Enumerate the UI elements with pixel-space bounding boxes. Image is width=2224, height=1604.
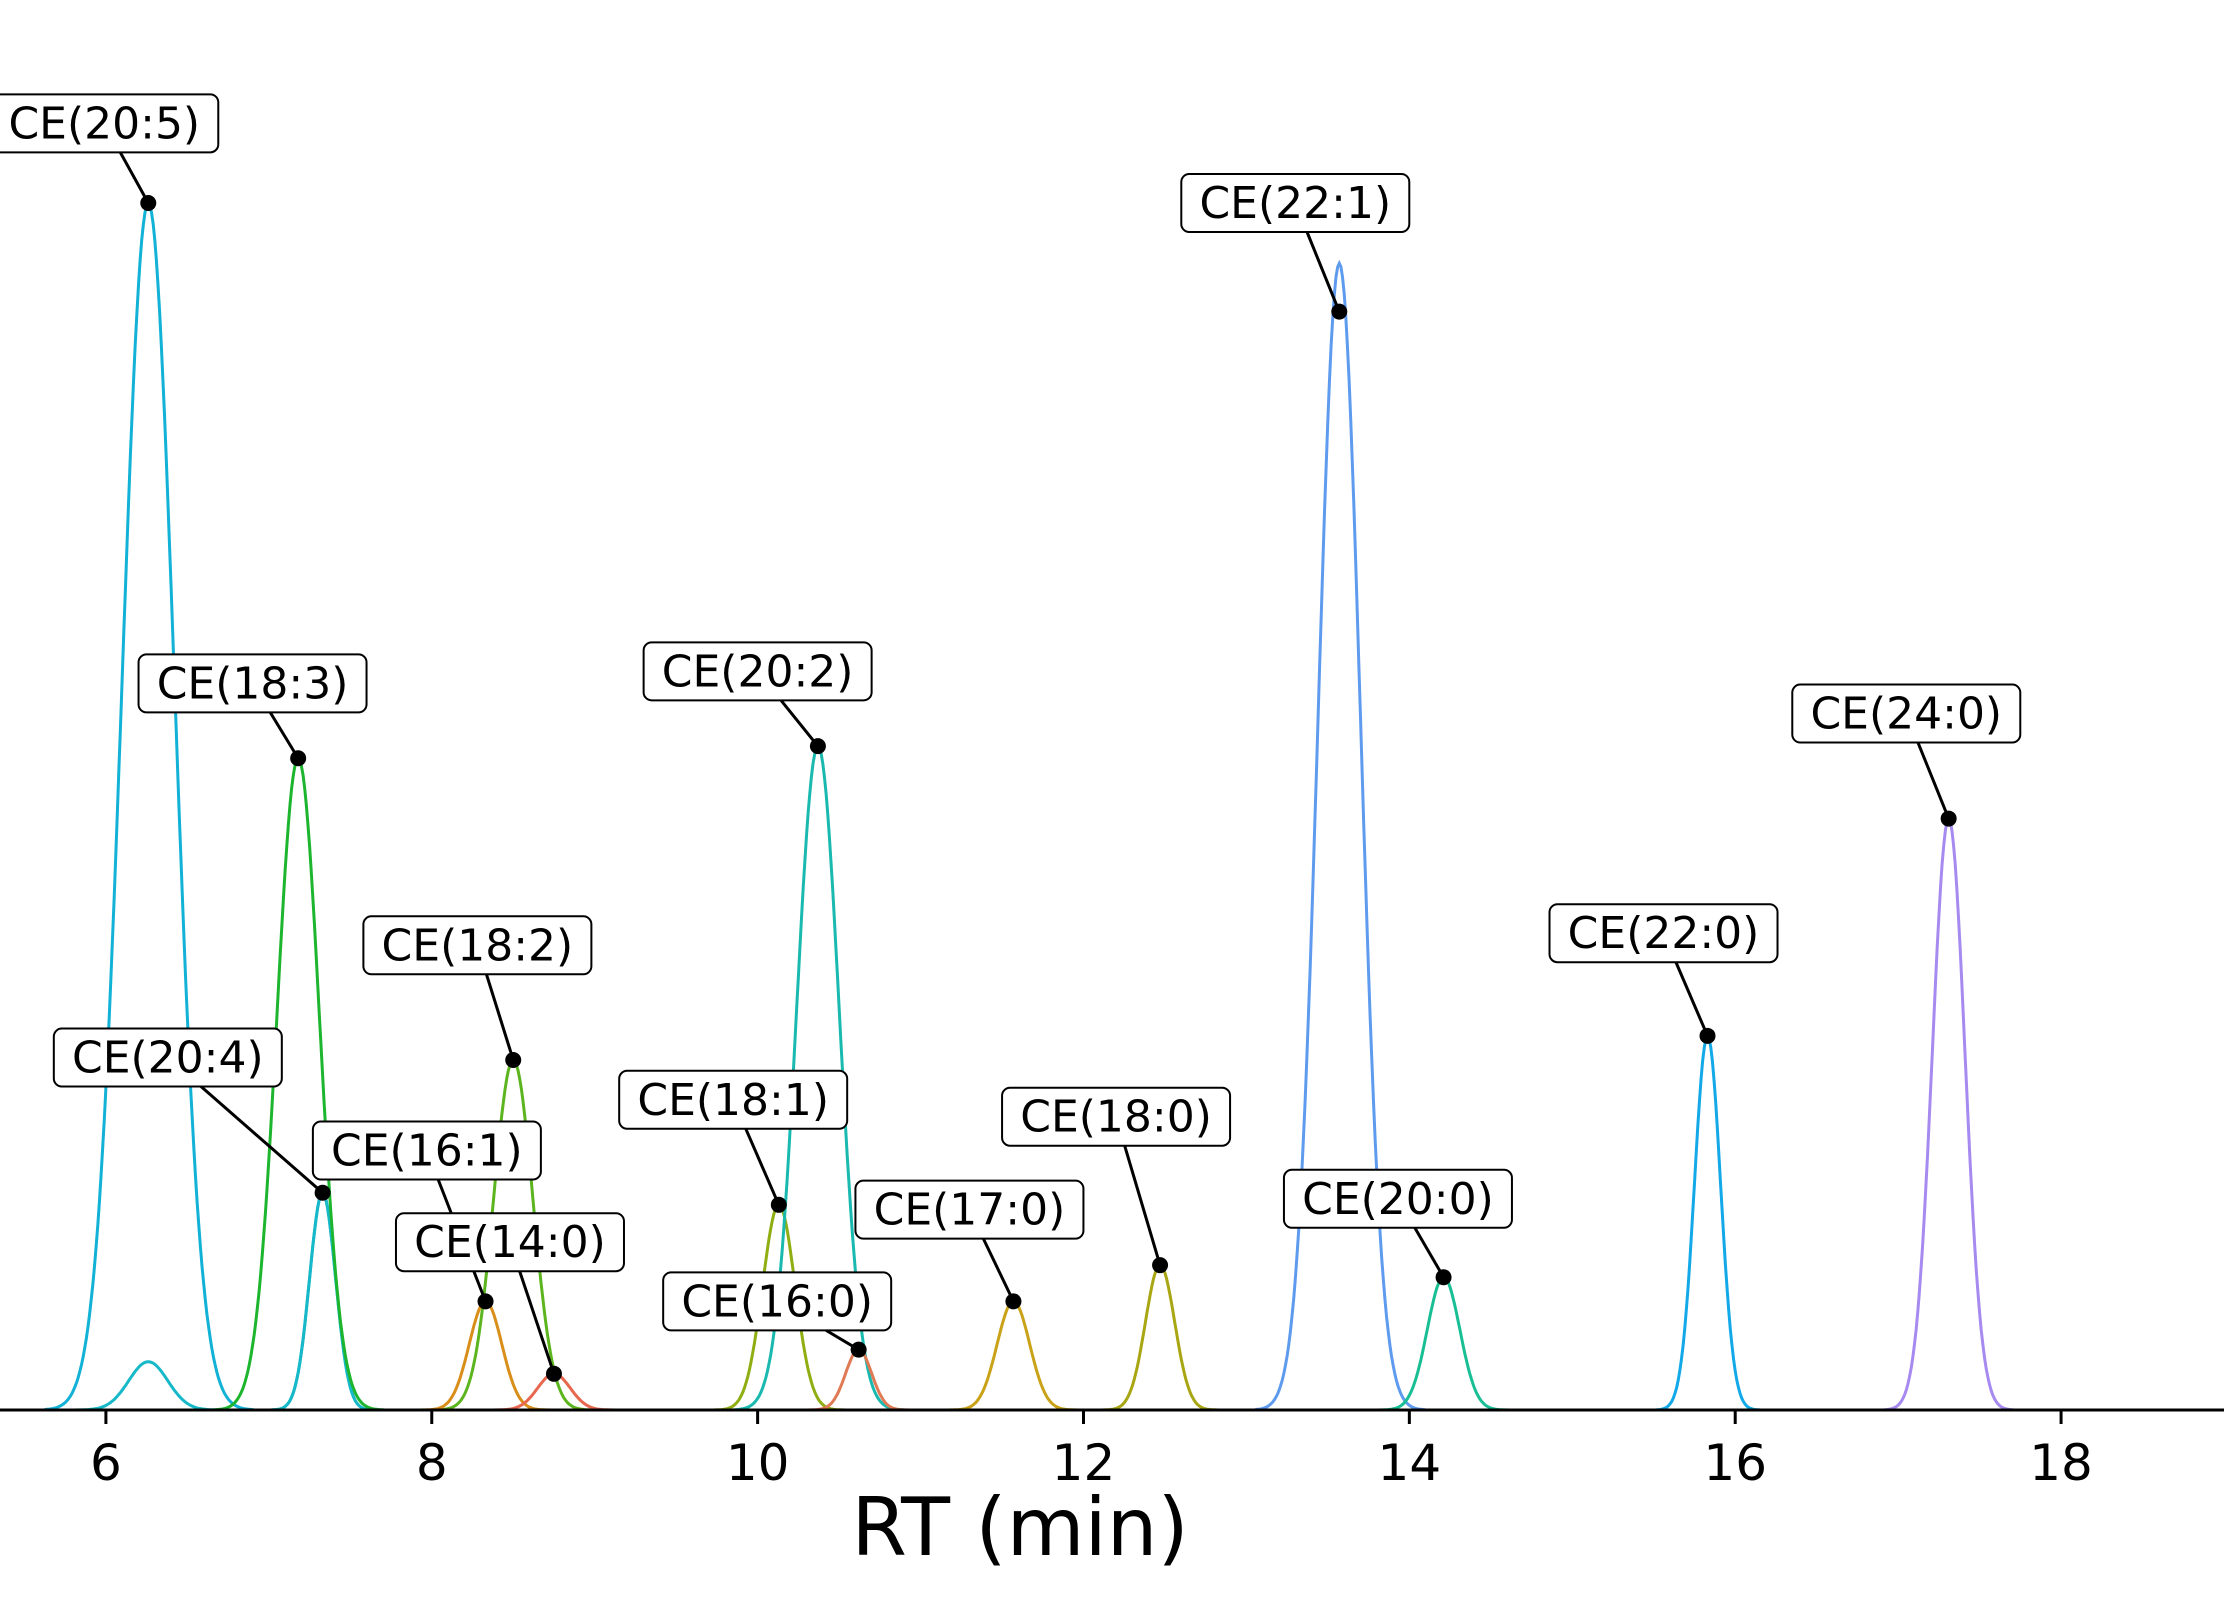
annotation-box (642, 641, 873, 702)
peak-annotation: CE(18:3) (137, 653, 368, 767)
annotation-label: CE(18:0) (1020, 1092, 1212, 1143)
peak-marker (1005, 1293, 1022, 1310)
annotation-leader-line (981, 1237, 1015, 1303)
annotation-label: CE(16:0) (681, 1276, 873, 1327)
x-tick-label: 18 (2029, 1434, 2093, 1492)
peak-annotation: CE(24:0) (1791, 683, 2022, 827)
annotation-box (1180, 173, 1411, 233)
series-line (0, 200, 2224, 1412)
annotation-leader-line (1123, 1145, 1162, 1266)
peak-marker (809, 738, 826, 755)
annotation-label: CE(22:0) (1568, 908, 1760, 959)
annotation-label: CE(20:0) (1302, 1174, 1494, 1225)
peak-annotation: CE(22:0) (1548, 903, 1779, 1044)
x-tick-label: 6 (90, 1434, 122, 1492)
peak-marker (545, 1365, 562, 1382)
x-tick-label: 10 (726, 1434, 790, 1492)
annotation-box (662, 1271, 893, 1332)
annotation-label: CE(24:0) (1810, 689, 2002, 740)
annotation-label: CE(18:2) (382, 920, 574, 971)
series-line (0, 1348, 2224, 1412)
annotation-label: CE(18:1) (637, 1075, 829, 1126)
annotation-label: CE(16:1) (331, 1125, 523, 1176)
peak-annotation: CE(18:1) (618, 1069, 849, 1213)
annotation-label: CE(17:0) (874, 1185, 1066, 1236)
annotation-leader-line (779, 699, 820, 748)
series-line (0, 743, 2224, 1412)
series-line (0, 1372, 2224, 1412)
annotation-label: CE(22:1) (1199, 178, 1391, 229)
annotation-box (137, 653, 368, 714)
annotation-box (1548, 903, 1779, 964)
x-tick-label: 14 (1378, 1434, 1442, 1492)
peak-annotation: CE(14:0) (394, 1212, 625, 1382)
peak-marker (1331, 303, 1348, 320)
peak-marker (140, 195, 157, 211)
peak-marker (290, 750, 307, 767)
x-axis-label: RT (min) (851, 1481, 1188, 1574)
peak-annotation: CE(22:1) (1180, 173, 1411, 320)
annotation-box (52, 1027, 283, 1088)
peak-marker (850, 1341, 867, 1358)
series-line (0, 1263, 2224, 1412)
annotation-leader-line (1674, 961, 1709, 1037)
peak-annotation: CE(20:4) (52, 1027, 331, 1201)
annotation-box (1001, 1086, 1232, 1147)
peak-annotation: CE(20:2) (642, 641, 873, 755)
annotation-label: CE(18:3) (157, 658, 349, 709)
annotation-leader-line (118, 151, 150, 204)
annotation-label: CE(14:0) (414, 1217, 606, 1268)
series-line (0, 1190, 2224, 1412)
series-line (0, 755, 2224, 1412)
peak-marker (1152, 1257, 1169, 1274)
peak-marker (505, 1051, 522, 1068)
annotation-box (618, 1069, 849, 1130)
annotation-leader-line (1305, 231, 1341, 313)
annotation-box (1791, 683, 2022, 744)
annotation-leader-line (744, 1128, 781, 1206)
x-tick-label: 12 (1052, 1434, 1116, 1492)
series-line (0, 1299, 2224, 1412)
x-axis: 6 8 10 12 14 16 18 (0, 1408, 2224, 1492)
peak-annotation: CE(20:0) (1282, 1168, 1513, 1286)
x-tick-label: 8 (416, 1434, 448, 1492)
peak-annotation: CE(16:0) (662, 1271, 893, 1358)
peak-marker (770, 1196, 787, 1213)
series-layer (0, 200, 2224, 1412)
peak-marker (1940, 810, 1957, 827)
annotation-box (394, 1212, 625, 1273)
annotation-leader-line (200, 1085, 324, 1194)
annotation-box (311, 1120, 542, 1181)
annotation-label: CE(20:2) (662, 646, 854, 697)
annotation-layer: CE(20:5) CE(18:3) CE(20:4) CE(18:2) CE(16:1)… (0, 93, 2022, 1382)
annotation-box (362, 915, 593, 976)
x-tick-label: 16 (1703, 1434, 1767, 1492)
annotation-label: CE(20:5) (8, 98, 200, 149)
annotation-leader-line (1413, 1227, 1445, 1278)
peak-annotation: CE(17:0) (854, 1179, 1085, 1310)
peak-annotation: CE(16:1) (311, 1120, 542, 1310)
annotation-label: CE(20:4) (72, 1033, 264, 1084)
series-line (0, 1275, 2224, 1412)
peak-marker (477, 1293, 494, 1310)
annotation-leader-line (268, 711, 300, 760)
annotation-leader-line (485, 973, 515, 1061)
annotation-leader-line (1916, 741, 1951, 820)
annotation-box (854, 1179, 1085, 1240)
series-line (0, 1299, 2224, 1412)
peak-marker (314, 1184, 331, 1201)
annotation-box (0, 93, 220, 154)
peak-marker (1699, 1027, 1716, 1044)
peak-marker (1435, 1269, 1452, 1286)
peak-annotation: CE(20:5) (0, 93, 220, 211)
annotation-leader-line (518, 1270, 556, 1375)
peak-annotation: CE(18:2) (362, 915, 593, 1068)
peak-annotation: CE(18:0) (1001, 1086, 1232, 1274)
annotation-box (1282, 1168, 1513, 1229)
